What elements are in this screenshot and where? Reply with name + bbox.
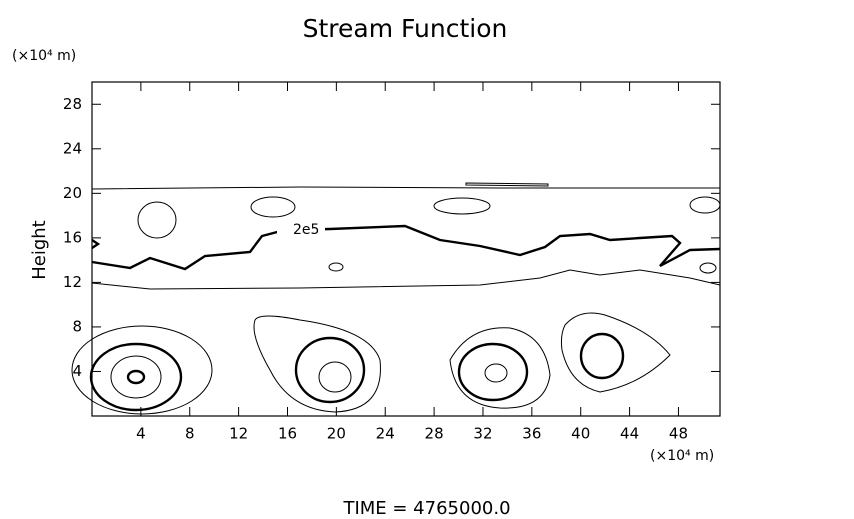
- contours: [71, 182, 721, 415]
- contour: [91, 224, 721, 271]
- contour-label: 2e5: [293, 222, 319, 238]
- x-tick-label: 36: [522, 425, 541, 443]
- contour: [465, 182, 549, 187]
- y-tick-label: 12: [63, 273, 82, 291]
- contour: [484, 363, 508, 383]
- x-tick-label: 4: [136, 425, 146, 443]
- contour: [699, 262, 717, 274]
- chart-title: Stream Function: [303, 14, 508, 43]
- footer: TIME = 4765000.0: [342, 498, 510, 519]
- x-tick-label: 28: [425, 425, 444, 443]
- y-tick-label: 16: [63, 228, 82, 246]
- contour: [457, 342, 529, 402]
- x-unit: (×10⁴ m): [650, 448, 714, 464]
- contour: [449, 327, 551, 409]
- contour: [560, 312, 671, 393]
- plot-frame: [91, 81, 721, 417]
- y-tick-label: 24: [63, 139, 82, 157]
- x-tick-label: 8: [185, 425, 195, 443]
- x-tick-label: 32: [473, 425, 492, 443]
- contour: [91, 269, 721, 290]
- contour: [89, 342, 183, 412]
- contour: [294, 336, 366, 404]
- contour: [689, 196, 721, 214]
- contour: [137, 201, 177, 239]
- contour: [579, 332, 625, 380]
- contour: [91, 239, 101, 249]
- contour: [328, 262, 344, 272]
- y-tick-label: 4: [72, 362, 82, 380]
- contour: [250, 196, 296, 218]
- y-unit: (×10⁴ m): [12, 48, 76, 64]
- contour: [91, 186, 720, 190]
- label-bg: [277, 221, 325, 239]
- x-tick-label: 40: [571, 425, 590, 443]
- contour: [71, 325, 213, 415]
- x-tick-label: 12: [229, 425, 248, 443]
- y-axis-label: Height: [29, 220, 50, 280]
- x-tick-label: 24: [376, 425, 395, 443]
- x-tick-label: 20: [327, 425, 346, 443]
- contour: [318, 361, 352, 393]
- contour: [253, 315, 381, 413]
- y-tick-label: 28: [63, 95, 82, 113]
- x-tick-label: 16: [278, 425, 297, 443]
- x-tick-label: 48: [669, 425, 688, 443]
- y-tick-label: 20: [63, 184, 82, 202]
- contour: [126, 369, 146, 385]
- contour: [433, 197, 491, 215]
- contour: [110, 355, 162, 399]
- y-tick-label: 8: [72, 317, 82, 335]
- x-tick-label: 44: [620, 425, 639, 443]
